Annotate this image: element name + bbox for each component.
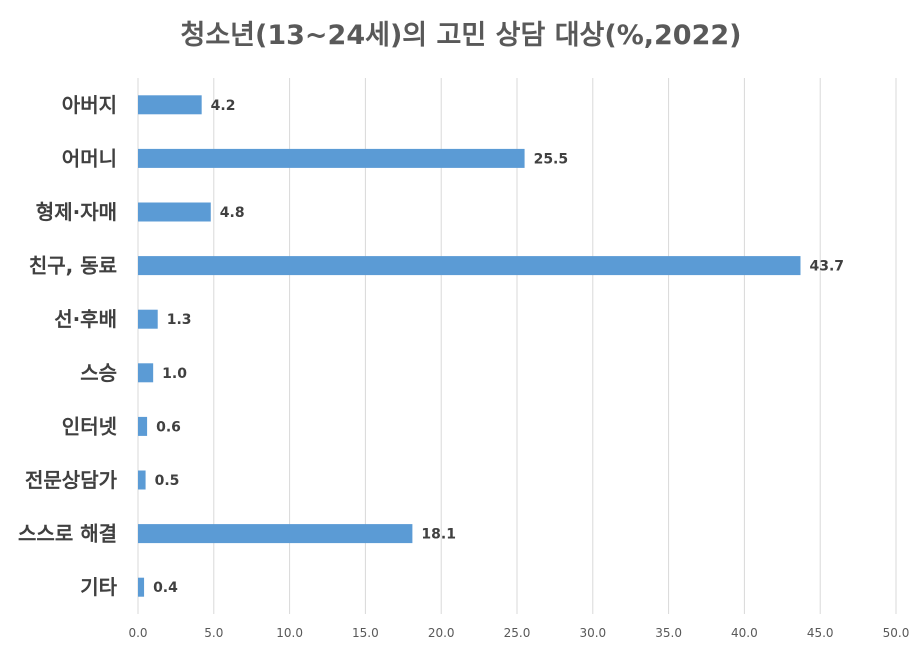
bar [138,202,211,222]
category-label: 친구, 동료 [29,254,117,278]
bar [138,470,146,490]
category-label: 인터넷 [62,414,117,438]
bar [138,363,154,383]
category-label: 형제·자매 [36,200,117,224]
x-tick-label: 25.0 [504,626,531,640]
category-label: 어머니 [62,146,117,170]
bar [138,95,202,115]
data-label: 4.8 [220,205,245,221]
bar [138,524,413,544]
x-tick-label: 35.0 [655,626,682,640]
data-label: 25.5 [534,151,569,167]
x-tick-label: 20.0 [428,626,455,640]
category-label: 스승 [80,361,117,385]
category-label: 기타 [80,575,117,599]
bar [138,416,148,436]
data-label: 1.0 [162,366,187,382]
x-tick-label: 45.0 [807,626,834,640]
x-tick-label: 5.0 [204,626,223,640]
data-label: 0.4 [153,580,178,596]
x-axis-tick-labels: 0.0 5.0 10.0 15.0 20.0 25.0 30.0 35.0 40.0 45.0 50… [128,626,909,640]
bar [138,577,145,597]
data-label: 0.6 [156,419,181,435]
chart-title: 청소년(13~24세)의 고민 상담 대상(%,2022) [180,20,741,51]
category-label: 선·후배 [54,307,117,331]
bar [138,309,158,329]
bar [138,256,801,276]
bar [138,148,525,168]
data-label: 18.1 [421,527,456,543]
data-label: 1.3 [167,312,192,328]
x-tick-label: 0.0 [128,626,147,640]
category-label: 전문상담가 [25,468,118,492]
x-tick-label: 50.0 [883,626,910,640]
data-label: 4.2 [211,98,236,114]
x-tick-label: 30.0 [579,626,606,640]
x-tick-label: 40.0 [731,626,758,640]
category-label: 스스로 해결 [18,522,117,546]
data-label: 0.5 [155,473,180,489]
x-tick-label: 15.0 [352,626,379,640]
data-label: 43.7 [809,259,844,275]
category-label: 아버지 [62,93,117,117]
x-tick-label: 10.0 [276,626,303,640]
bars: 4.2 25.5 4.8 43.7 1.3 1.0 0.6 0.5 18.1 0.4 [138,95,844,597]
